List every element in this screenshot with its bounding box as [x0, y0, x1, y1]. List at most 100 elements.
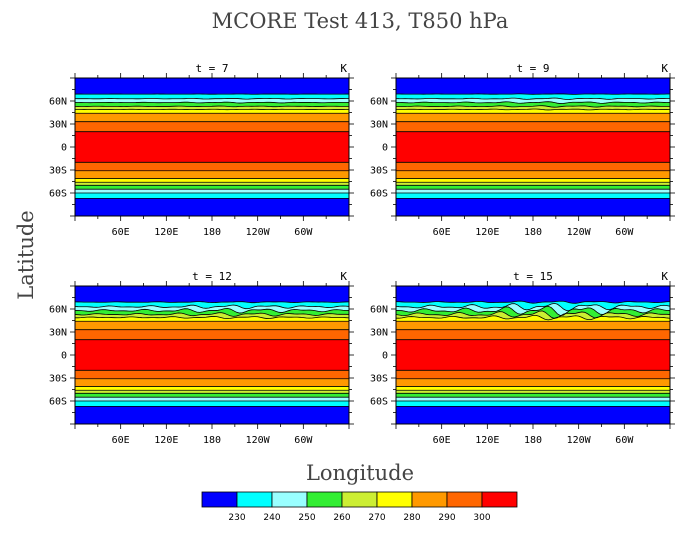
- contour-band: [75, 78, 349, 95]
- contour-band: [396, 192, 670, 199]
- contour-line: [396, 310, 670, 319]
- x-tick-label: 120E: [154, 227, 178, 238]
- contour-band: [75, 378, 349, 387]
- panel-units: K: [340, 62, 347, 75]
- colorbar-swatch: [411, 491, 448, 508]
- y-tick-label: 60N: [370, 97, 388, 108]
- contour-band: [75, 406, 349, 424]
- contour-band: [75, 370, 349, 379]
- contour-band: [396, 131, 670, 163]
- axis-ticks: [70, 73, 354, 221]
- y-axis-label: Latitude: [14, 210, 38, 299]
- colorbar-swatch: [376, 491, 413, 508]
- colorbar-label: 270: [368, 513, 385, 523]
- contour-band: [75, 400, 349, 407]
- contour-band: [75, 286, 349, 303]
- colorbar: 230 240 250 260 270 280 290 300: [201, 491, 518, 523]
- x-tick-label: 60E: [433, 435, 451, 446]
- panel-units: K: [661, 62, 668, 75]
- contour-band: [75, 182, 349, 186]
- colorbar-swatch: [236, 491, 273, 508]
- contour-band: [75, 321, 349, 330]
- contour-fill: [75, 286, 349, 424]
- y-tick-label: 30N: [49, 328, 67, 339]
- contour-band: [75, 390, 349, 394]
- panel-title: t = 9: [516, 62, 549, 75]
- colorbar-label: 250: [298, 513, 315, 523]
- x-tick-label: 180: [203, 227, 221, 238]
- contour-band: [75, 185, 349, 190]
- contour-band: [75, 121, 349, 132]
- panel-3: 60E 120E 180 120W 60W 60N 30N 0 30S 60S t = 12 K: [49, 270, 354, 446]
- contour-band: [75, 162, 349, 171]
- contour-line: [396, 314, 670, 321]
- contour-band: [396, 185, 670, 190]
- x-tick-label: 60E: [112, 435, 130, 446]
- contour-line: [396, 305, 670, 316]
- contour-band: [75, 192, 349, 199]
- x-tick-label: 60W: [615, 227, 634, 238]
- x-tick-label: 180: [203, 435, 221, 446]
- contour-band: [396, 321, 670, 330]
- y-tick-label: 60S: [49, 189, 67, 200]
- contour-band: [75, 386, 349, 391]
- axis-ticks: [391, 281, 675, 429]
- contour-band: [396, 178, 670, 183]
- x-tick-label: 180: [524, 435, 542, 446]
- x-tick-label: 120W: [246, 435, 271, 446]
- contour-band: [396, 400, 670, 407]
- contour-band: [396, 386, 670, 391]
- panel-units: K: [661, 270, 668, 283]
- contour-band: [75, 396, 349, 402]
- contour-line: [396, 105, 670, 108]
- y-tick-label: 60N: [49, 305, 67, 316]
- contour-line: [75, 301, 349, 304]
- x-tick-label: 60W: [294, 227, 313, 238]
- x-tick-label: 60E: [433, 227, 451, 238]
- y-tick-label: 30N: [370, 328, 388, 339]
- contour-band: [75, 113, 349, 122]
- contour-band: [396, 170, 670, 179]
- y-tick-label: 60S: [49, 397, 67, 408]
- colorbar-label: 230: [228, 513, 245, 523]
- contour-line: [75, 315, 349, 320]
- contour-band: [396, 370, 670, 379]
- panels: 60E 120E 180 120W 60W 60N 30N 0 30S 60S t = 7 K 60E 1…: [49, 62, 675, 446]
- contour-line: [75, 304, 349, 310]
- colorbar-label: 290: [438, 513, 455, 523]
- contour-band: [396, 182, 670, 186]
- contour-band: [396, 113, 670, 122]
- axis-ticks: [391, 73, 675, 221]
- panel-title: t = 12: [192, 270, 232, 283]
- colorbar-swatch: [481, 491, 518, 508]
- colorbar-swatch: [201, 491, 238, 508]
- colorbar-swatch: [306, 491, 343, 508]
- contour-band: [396, 162, 670, 171]
- panel-units: K: [340, 270, 347, 283]
- contour-fill: [396, 286, 670, 424]
- colorbar-swatch: [271, 491, 308, 508]
- y-tick-label: 30S: [370, 166, 388, 177]
- x-axis-label: Longitude: [306, 461, 414, 485]
- contour-band: [75, 339, 349, 371]
- panel-title: t = 7: [195, 62, 228, 75]
- contour-band: [75, 131, 349, 163]
- contour-band: [396, 198, 670, 216]
- y-tick-label: 0: [382, 351, 388, 362]
- x-tick-label: 60W: [294, 435, 313, 446]
- contour-line: [396, 302, 670, 312]
- contour-band: [396, 121, 670, 132]
- y-tick-label: 60S: [370, 189, 388, 200]
- contour-line: [75, 312, 349, 317]
- x-tick-label: 120W: [246, 227, 271, 238]
- x-tick-label: 120W: [567, 227, 592, 238]
- colorbar-swatch: [341, 491, 378, 508]
- colorbar-label: 240: [263, 513, 280, 523]
- y-tick-label: 30S: [49, 166, 67, 177]
- y-tick-label: 30S: [370, 374, 388, 385]
- y-tick-label: 30S: [49, 374, 67, 385]
- y-tick-label: 30N: [370, 120, 388, 131]
- contour-band: [75, 170, 349, 179]
- contour-band: [75, 198, 349, 216]
- x-tick-label: 120W: [567, 435, 592, 446]
